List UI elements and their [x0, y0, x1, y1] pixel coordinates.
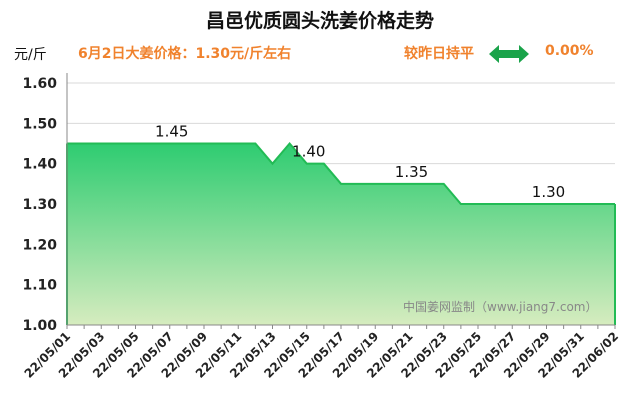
y-tick-label: 1.10 [22, 278, 57, 294]
y-tick-label: 1.00 [22, 318, 57, 334]
y-tick-label: 1.50 [22, 116, 57, 132]
y-tick-label: 1.30 [22, 197, 57, 213]
x-tick-labels: 22/05/0122/05/0322/05/0522/05/0722/05/09… [22, 329, 622, 381]
data-label: 1.45 [155, 123, 188, 141]
trend-text: 较昨日持平 [404, 46, 474, 62]
axes [66, 73, 616, 329]
area-fill [67, 143, 615, 325]
y-tick-label: 1.40 [22, 157, 57, 173]
y-axis-unit: 元/斤 [14, 47, 47, 63]
watermark: 中国姜网监制（www.jiang7.com） [403, 299, 597, 314]
change-percent: 0.00% [545, 43, 594, 59]
y-tick-labels: 1.00 1.10 1.20 1.30 1.40 1.50 1.60 [22, 76, 57, 334]
y-tick-label: 1.60 [22, 76, 57, 92]
y-tick-label: 1.20 [22, 237, 57, 253]
series-line [67, 141, 615, 205]
data-label: 1.40 [292, 143, 325, 161]
data-label: 1.30 [532, 183, 565, 201]
data-label: 1.35 [395, 163, 428, 181]
data-labels: 1.45 1.40 1.35 1.30 [155, 123, 565, 202]
area-series [66, 141, 616, 325]
price-note: 6月2日大姜价格：1.30元/斤左右 [78, 46, 292, 62]
double-arrow-icon [489, 45, 529, 63]
chart-title: 昌邑优质圆头洗姜价格走势 [205, 10, 434, 32]
